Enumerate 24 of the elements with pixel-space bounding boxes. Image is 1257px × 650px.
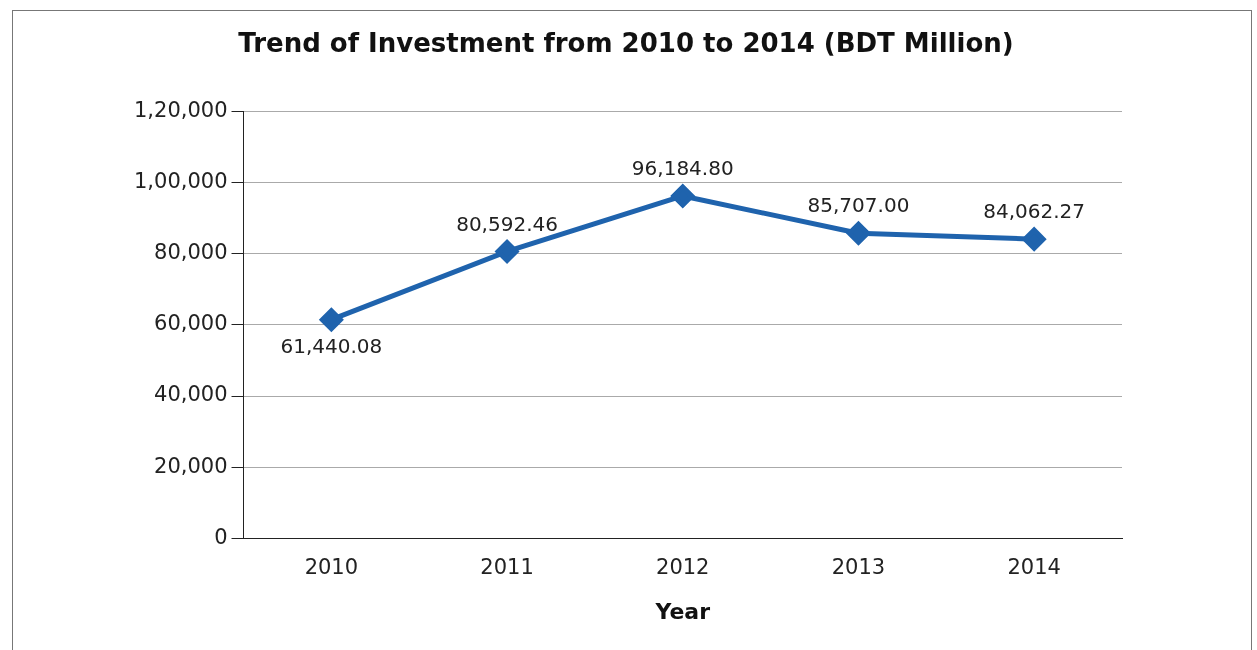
y-tick-label: 20,000	[154, 453, 228, 478]
point	[671, 184, 695, 208]
x-tick-label: 2012	[656, 555, 710, 580]
y-tick-label: 1,20,000	[134, 97, 228, 122]
y-tick-label: 60,000	[154, 311, 228, 336]
data-label: 61,440.08	[280, 333, 383, 358]
x-tick-label: 2010	[304, 555, 359, 580]
data-label: 84,062.27	[983, 199, 1086, 224]
x-tick-label: 2011	[480, 555, 534, 580]
chart-title: Trend of Investment from 2010 to 2014 (BDT Million)	[238, 28, 1014, 59]
point	[495, 239, 519, 263]
y-tick-label: 1,00,000	[134, 168, 228, 193]
data-label: 85,707.00	[807, 193, 910, 218]
y-tick-label: 80,000	[154, 240, 228, 265]
x-tick-label: 2013	[831, 555, 886, 580]
point	[319, 308, 343, 332]
data-label: 80,592.46	[456, 211, 558, 236]
y-tick-label: 0	[214, 524, 228, 549]
x-axis-title: Year	[654, 598, 711, 624]
y-tick-label: 40,000	[154, 382, 228, 407]
point	[1022, 227, 1046, 251]
x-tick-label: 2014	[1007, 555, 1061, 580]
data-label: 96,184.80	[631, 156, 734, 181]
point	[846, 221, 870, 245]
